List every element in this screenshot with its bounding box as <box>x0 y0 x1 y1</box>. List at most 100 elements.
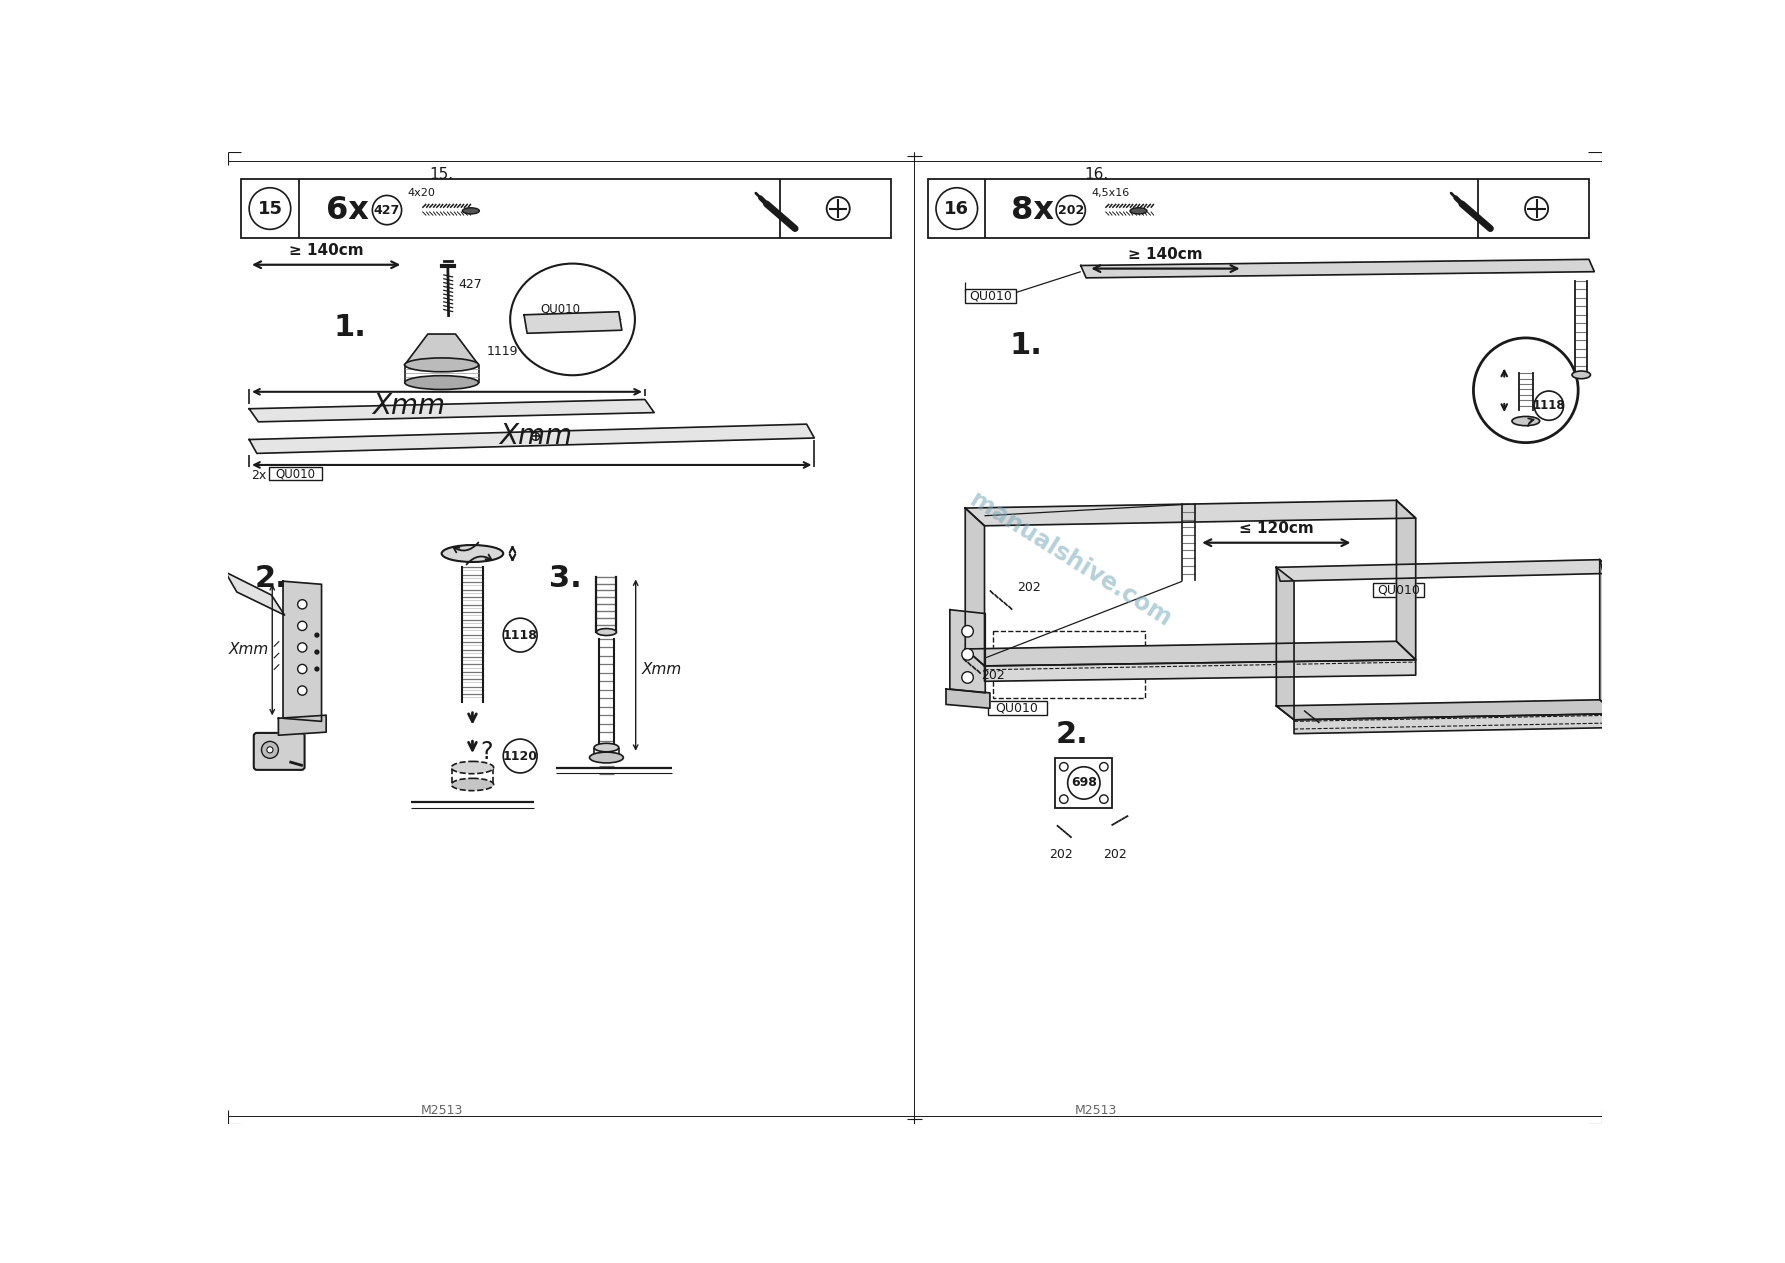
Bar <box>1373 582 1424 596</box>
Text: 202: 202 <box>1057 203 1083 216</box>
Text: 4,5x16: 4,5x16 <box>1092 188 1130 198</box>
Polygon shape <box>966 508 985 666</box>
Bar <box>537 302 584 316</box>
Ellipse shape <box>1512 417 1540 426</box>
Polygon shape <box>1396 500 1416 659</box>
Circle shape <box>298 686 307 695</box>
Ellipse shape <box>1573 371 1590 379</box>
Polygon shape <box>1276 560 1603 581</box>
Text: 15: 15 <box>257 200 282 217</box>
Circle shape <box>261 741 278 758</box>
Circle shape <box>532 433 539 441</box>
Polygon shape <box>1294 714 1617 734</box>
Text: 2.: 2. <box>255 563 287 592</box>
Bar <box>966 289 1016 303</box>
Circle shape <box>1100 794 1108 803</box>
Circle shape <box>1057 196 1085 225</box>
Polygon shape <box>250 399 653 422</box>
Polygon shape <box>225 572 284 615</box>
Circle shape <box>1060 763 1067 770</box>
Text: 15.: 15. <box>430 167 453 182</box>
Ellipse shape <box>405 375 478 389</box>
Ellipse shape <box>452 778 494 791</box>
Text: 1118: 1118 <box>1533 399 1565 412</box>
Text: 16: 16 <box>944 200 969 217</box>
Circle shape <box>298 600 307 609</box>
Text: 1120: 1120 <box>503 749 537 763</box>
Text: 1.: 1. <box>1009 331 1042 360</box>
Text: ≥ 140cm: ≥ 140cm <box>1128 246 1203 261</box>
Polygon shape <box>1276 700 1617 720</box>
Bar <box>928 179 1589 237</box>
Text: M2513: M2513 <box>421 1104 462 1118</box>
Text: 202: 202 <box>1050 849 1073 861</box>
Text: ≤ 120cm: ≤ 120cm <box>1239 520 1314 536</box>
Text: QU010: QU010 <box>996 702 1039 715</box>
Text: 427: 427 <box>459 278 482 290</box>
Polygon shape <box>966 642 1416 666</box>
Text: Xmm: Xmm <box>228 643 270 657</box>
Circle shape <box>1535 392 1564 421</box>
Bar <box>241 179 891 237</box>
Text: ≥ 140cm: ≥ 140cm <box>289 242 364 258</box>
Ellipse shape <box>405 357 478 371</box>
Text: manualshive.com: manualshive.com <box>966 488 1176 632</box>
Circle shape <box>1473 338 1578 442</box>
Text: 3.: 3. <box>550 563 582 592</box>
Circle shape <box>962 625 973 637</box>
Text: 698: 698 <box>1071 777 1096 789</box>
Circle shape <box>298 643 307 652</box>
Text: Xmm: Xmm <box>643 662 682 677</box>
Polygon shape <box>525 312 621 333</box>
Text: QU010: QU010 <box>275 467 316 481</box>
Polygon shape <box>278 715 327 735</box>
Ellipse shape <box>1130 208 1148 213</box>
Text: 4x20: 4x20 <box>407 188 436 198</box>
Polygon shape <box>966 500 1416 525</box>
Bar <box>992 630 1146 698</box>
Polygon shape <box>284 581 321 721</box>
Text: 6x: 6x <box>327 195 369 226</box>
Circle shape <box>298 621 307 630</box>
Text: 16.: 16. <box>1083 167 1108 182</box>
Circle shape <box>1100 763 1108 770</box>
Polygon shape <box>1080 259 1594 278</box>
Polygon shape <box>950 610 985 693</box>
Text: 8x: 8x <box>1012 195 1055 226</box>
Text: ?: ? <box>480 740 493 764</box>
Ellipse shape <box>589 753 623 763</box>
Circle shape <box>314 650 320 654</box>
Ellipse shape <box>511 264 635 375</box>
Text: 1118: 1118 <box>503 629 537 642</box>
Circle shape <box>962 649 973 661</box>
Text: 2.: 2. <box>1055 720 1089 749</box>
Text: 1.: 1. <box>334 313 366 341</box>
Text: M2513: M2513 <box>1075 1104 1117 1118</box>
Polygon shape <box>946 690 991 709</box>
Bar <box>989 701 1046 715</box>
Text: Xmm: Xmm <box>500 422 571 451</box>
Polygon shape <box>985 659 1416 681</box>
Ellipse shape <box>452 762 494 774</box>
Ellipse shape <box>441 546 503 562</box>
Text: 202: 202 <box>980 668 1005 682</box>
Ellipse shape <box>462 208 480 213</box>
Circle shape <box>962 672 973 683</box>
Circle shape <box>314 667 320 671</box>
Bar <box>1055 758 1112 807</box>
Ellipse shape <box>594 744 619 751</box>
Circle shape <box>268 746 273 753</box>
Polygon shape <box>250 424 814 453</box>
Circle shape <box>935 188 978 230</box>
Text: 1119: 1119 <box>487 345 519 359</box>
Polygon shape <box>1599 560 1617 714</box>
Ellipse shape <box>596 629 616 635</box>
FancyBboxPatch shape <box>253 733 305 770</box>
Bar <box>270 467 321 480</box>
Circle shape <box>314 633 320 637</box>
Text: 427: 427 <box>373 203 400 216</box>
Text: Xmm: Xmm <box>371 392 444 419</box>
Circle shape <box>1067 767 1100 799</box>
Text: 202: 202 <box>1103 849 1128 861</box>
Text: 202: 202 <box>1017 581 1041 594</box>
